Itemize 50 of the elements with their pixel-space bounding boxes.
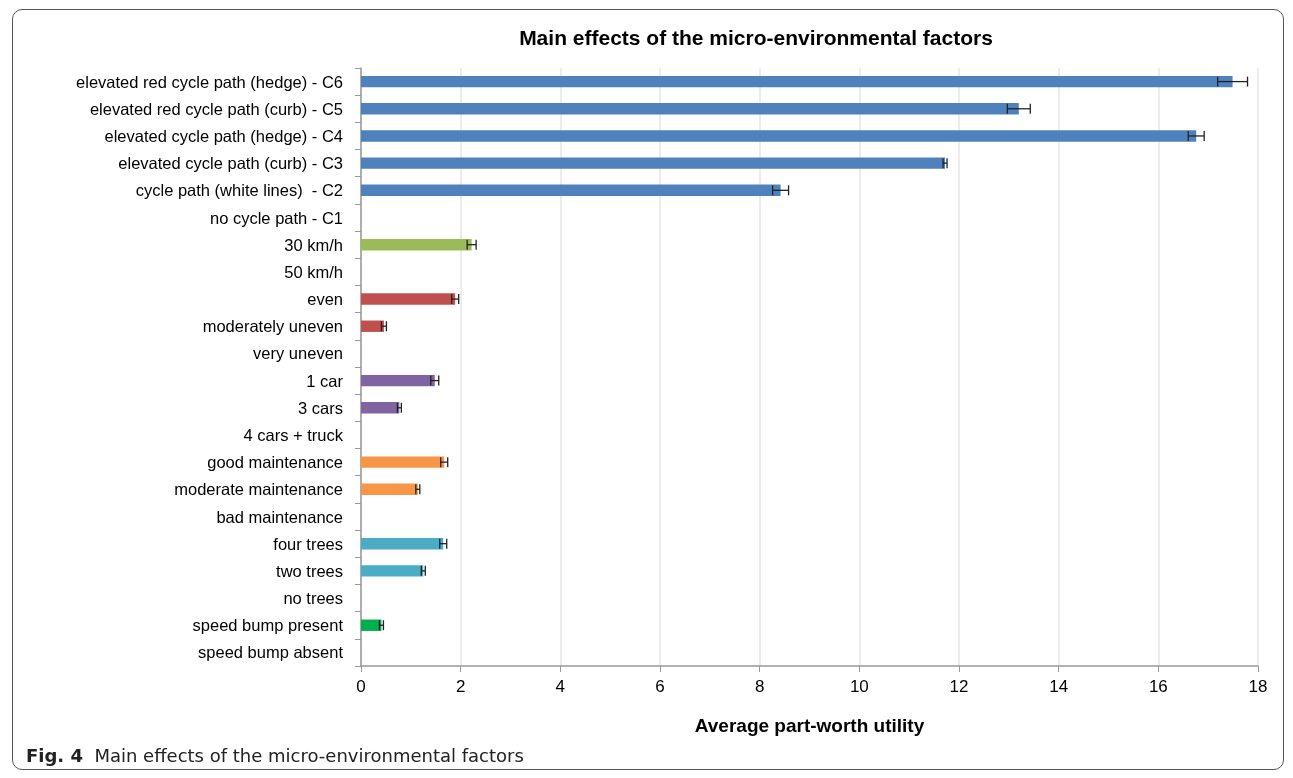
x-tick-label: 16 [1148, 677, 1168, 696]
y-tick-label: cycle path (white lines) - C2 [135, 181, 343, 200]
y-tick-label: elevated red cycle path (hedge) - C6 [76, 72, 343, 91]
bar [361, 402, 400, 414]
y-tick-label: good maintenance [207, 453, 343, 472]
y-tick-label: 30 km/h [284, 235, 343, 254]
y-tick-label: no cycle path - C1 [210, 208, 343, 227]
y-tick-label: bad maintenance [216, 507, 343, 526]
bar [361, 483, 418, 496]
bar [361, 157, 946, 169]
bar [361, 293, 456, 305]
bar [361, 456, 445, 468]
y-tick-label: 4 cars + truck [243, 425, 344, 444]
bar [361, 619, 382, 631]
x-tick-label: 14 [1049, 677, 1069, 696]
bar [361, 75, 1233, 88]
x-axis-title: Average part-worth utility [694, 715, 925, 736]
bar [361, 537, 444, 550]
y-tick-label: elevated cycle path (curb) - C3 [118, 154, 343, 173]
chart-title: Main effects of the micro-environmental factors [519, 26, 993, 49]
x-tick-label: 0 [356, 677, 366, 696]
y-tick-label: 50 km/h [284, 262, 343, 281]
y-tick-label: elevated red cycle path (curb) - C5 [89, 99, 343, 118]
x-tick-label: 8 [754, 677, 765, 696]
y-tick-label: very uneven [253, 344, 343, 363]
y-tick-label: 3 cars [298, 398, 343, 417]
y-tick-label: moderately uneven [202, 317, 343, 336]
bar [361, 184, 781, 197]
y-tick-label: elevated cycle path (hedge) - C4 [104, 126, 343, 145]
bar [361, 103, 1019, 115]
bar [361, 565, 424, 577]
x-tick-label: 18 [1248, 677, 1268, 696]
caption: Fig. 4 Main effects of the micro-environmental factors [26, 745, 524, 766]
y-tick-label: moderate maintenance [174, 480, 343, 499]
y-tick-label: speed bump absent [198, 643, 344, 662]
x-tick-label: 10 [849, 677, 869, 696]
bar [361, 374, 435, 387]
x-tick-label: 4 [555, 677, 566, 696]
y-tick-label: even [307, 290, 343, 309]
bar [361, 238, 472, 251]
y-tick-label: 1 car [306, 371, 344, 390]
x-tick-label: 2 [455, 677, 466, 696]
bar [361, 320, 384, 332]
y-tick-label: speed bump present [192, 616, 344, 635]
y-tick-label: two trees [276, 561, 343, 580]
bar [361, 130, 1197, 142]
y-tick-label: no trees [283, 589, 343, 608]
x-tick-label: 6 [655, 677, 665, 696]
x-tick-label: 12 [949, 677, 969, 696]
y-tick-label: four trees [273, 534, 343, 553]
